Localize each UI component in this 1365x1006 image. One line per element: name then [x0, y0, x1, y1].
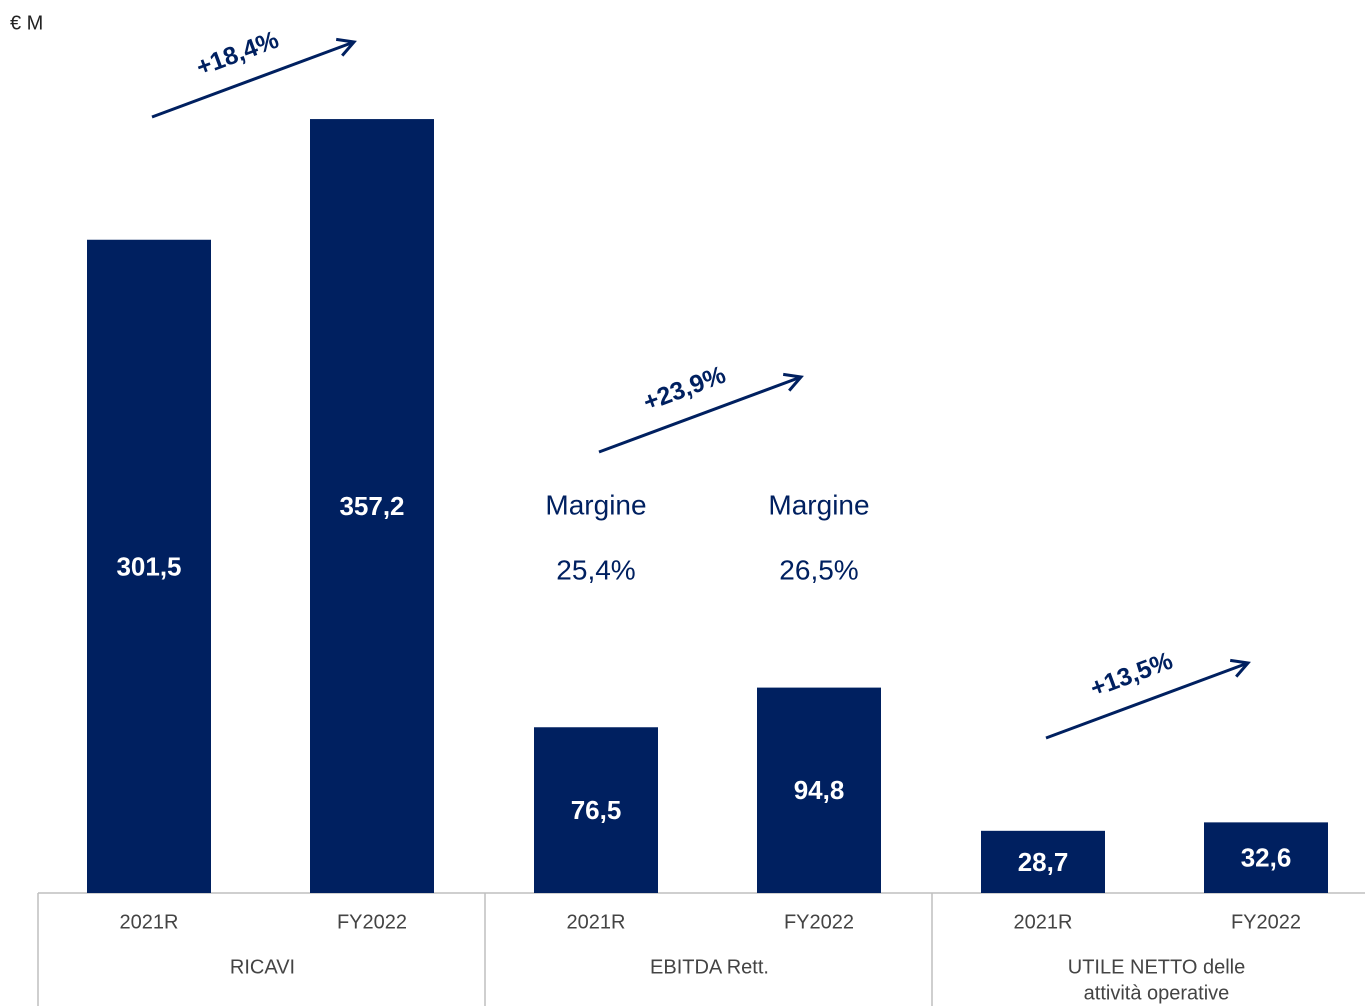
- x-tick-label: 2021R: [120, 911, 179, 933]
- x-tick-label: 2021R: [567, 911, 626, 933]
- x-tick-label: FY2022: [337, 911, 407, 933]
- bar: [981, 830, 1105, 893]
- group-label: UTILE NETTO delle: [1068, 956, 1245, 978]
- x-tick-label: FY2022: [784, 911, 854, 933]
- value-label: 357,2: [339, 491, 404, 521]
- bar: [1204, 822, 1328, 893]
- bar: [310, 119, 434, 894]
- growth-arrow-head: [782, 372, 804, 392]
- growth-arrow: [1045, 661, 1249, 740]
- value-label: 94,8: [794, 775, 845, 805]
- growth-arrow-head: [1229, 658, 1251, 678]
- unit-label: € M: [10, 12, 43, 34]
- bar: [534, 727, 658, 893]
- bar: [757, 687, 881, 893]
- margin-title: Margine: [768, 489, 869, 520]
- x-tick-label: 2021R: [1014, 911, 1073, 933]
- margin-value: 25,4%: [556, 554, 635, 585]
- x-tick-label: FY2022: [1231, 911, 1301, 933]
- value-label: 76,5: [571, 795, 622, 825]
- growth-arrow: [598, 375, 802, 454]
- group-label: attività operative: [1084, 982, 1230, 1004]
- growth-arrow: [151, 40, 355, 119]
- margin-value: 26,5%: [779, 554, 858, 585]
- value-label: 28,7: [1018, 847, 1069, 877]
- growth-arrow-head: [335, 37, 357, 57]
- margin-title: Margine: [545, 489, 646, 520]
- value-label: 301,5: [116, 551, 181, 581]
- group-label: EBITDA Rett.: [650, 956, 769, 978]
- value-label: 32,6: [1241, 843, 1292, 873]
- bar: [87, 239, 211, 893]
- group-label: RICAVI: [230, 956, 295, 978]
